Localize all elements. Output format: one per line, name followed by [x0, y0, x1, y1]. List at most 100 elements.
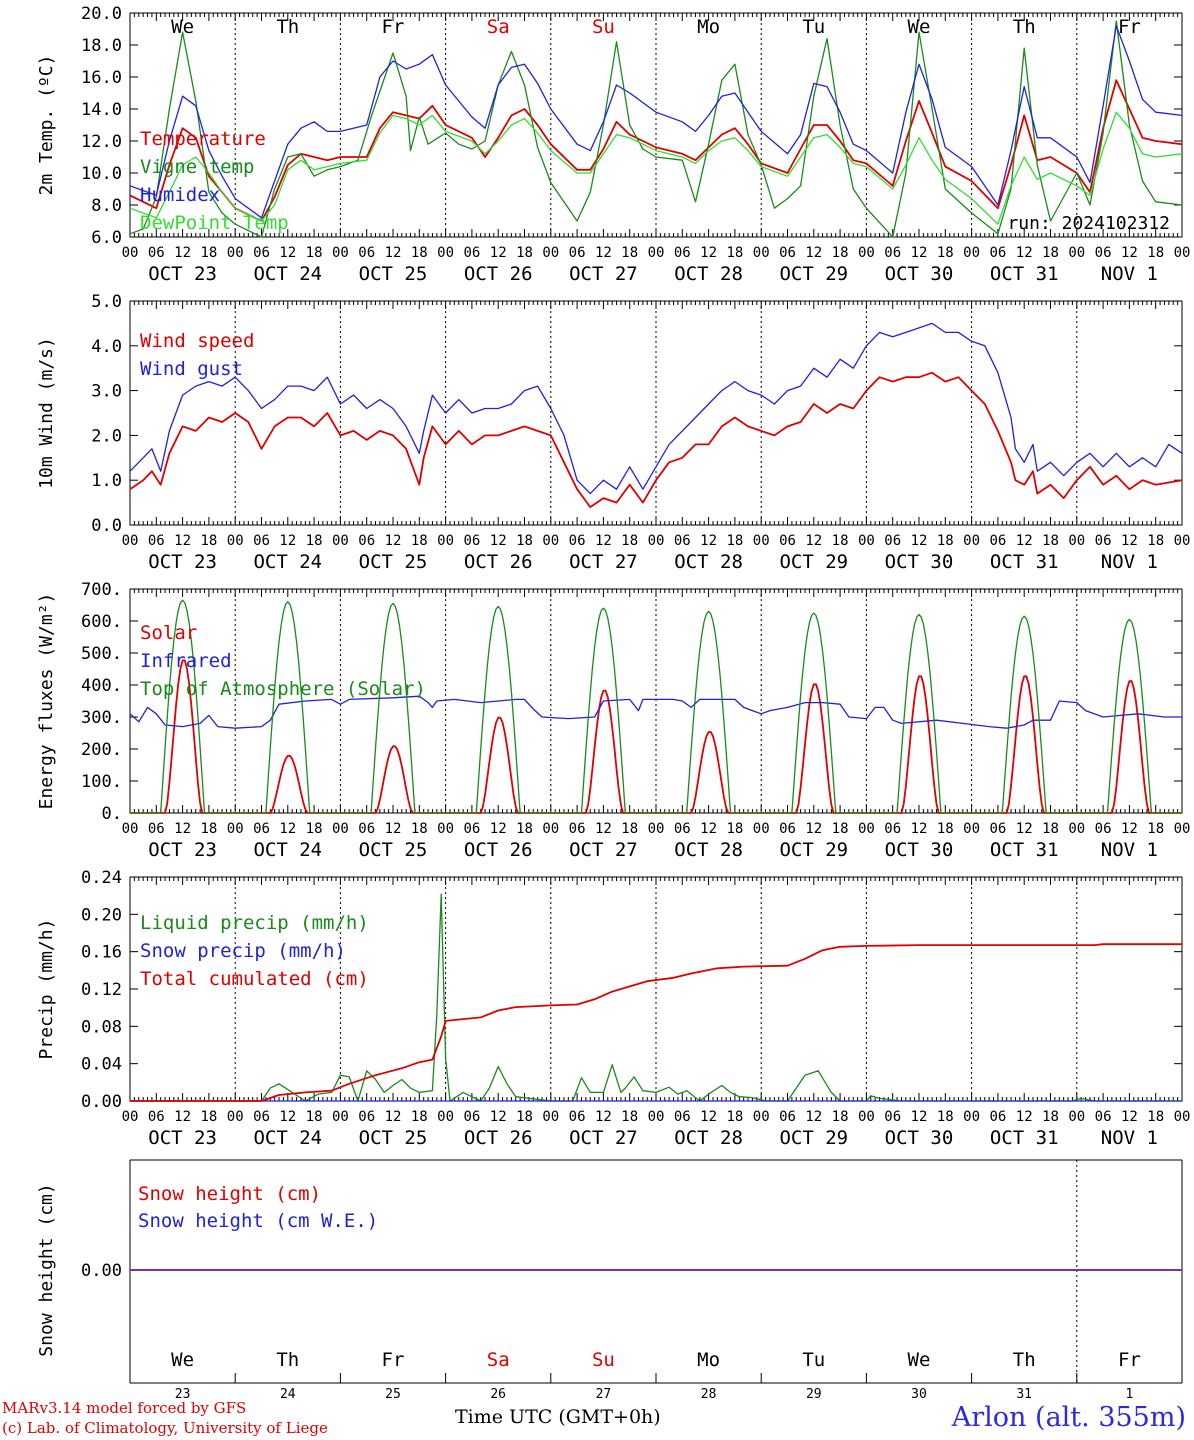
hour-tick-label: 18: [411, 1109, 428, 1125]
series-line: [130, 943, 1182, 1102]
y-tick-label: 10.0: [81, 164, 122, 184]
day-number: 26: [490, 1387, 506, 1402]
date-label: OCT 29: [779, 551, 848, 573]
hour-tick-label: 00: [858, 245, 875, 261]
hour-tick-label: 06: [463, 533, 480, 549]
hour-tick-label: 18: [200, 821, 217, 837]
legend-entry: DewPoint Temp: [140, 212, 289, 234]
hour-tick-label: 18: [411, 533, 428, 549]
hour-tick-label: 00: [648, 533, 665, 549]
legend-entry: Top of Atmosphere (Solar): [140, 678, 426, 700]
hour-tick-label: 06: [569, 533, 586, 549]
hour-tick-label: 06: [989, 821, 1006, 837]
hour-tick-label: 12: [174, 245, 191, 261]
legend-entry: Snow height (cm): [138, 1183, 321, 1205]
y-tick-label: 0.20: [81, 905, 122, 925]
hour-tick-label: 18: [1147, 821, 1164, 837]
hour-tick-label: 12: [174, 821, 191, 837]
hour-tick-label: 18: [306, 245, 323, 261]
y-tick-label: 0.24: [81, 868, 122, 888]
date-label: OCT 31: [990, 263, 1059, 285]
date-label: OCT 31: [990, 551, 1059, 573]
hour-tick-label: 18: [1042, 533, 1059, 549]
hour-tick-label: 00: [648, 245, 665, 261]
y-tick-label: 1.0: [91, 471, 122, 491]
hour-tick-label: 18: [200, 1109, 217, 1125]
day-number: 28: [701, 1387, 717, 1402]
hour-tick-label: 00: [122, 821, 139, 837]
hour-tick-label: 18: [1147, 533, 1164, 549]
day-number: 1: [1125, 1387, 1133, 1402]
y-tick-label: 300.: [81, 708, 122, 728]
day-name: Fr: [1118, 1349, 1141, 1371]
hour-tick-label: 06: [569, 821, 586, 837]
y-tick-label: 0.: [102, 804, 122, 824]
hour-tick-label: 06: [779, 245, 796, 261]
hour-tick-label: 18: [1042, 245, 1059, 261]
hour-tick-label: 06: [1095, 1109, 1112, 1125]
y-tick-label: 18.0: [81, 36, 122, 56]
hour-tick-label: 18: [621, 1109, 638, 1125]
y-tick-label: 0.00: [81, 1261, 122, 1281]
hour-tick-label: 18: [516, 245, 533, 261]
hour-tick-label: 00: [1174, 821, 1191, 837]
day-name: We: [908, 16, 931, 38]
y-tick-label: 8.0: [91, 196, 122, 216]
hour-tick-label: 12: [385, 821, 402, 837]
date-label: OCT 27: [569, 263, 638, 285]
hour-tick-label: 00: [648, 1109, 665, 1125]
hour-tick-label: 18: [1042, 821, 1059, 837]
hour-tick-label: 06: [989, 533, 1006, 549]
hour-tick-label: 12: [174, 1109, 191, 1125]
legend-entry: Total cumulated (cm): [140, 968, 369, 990]
panel-4-series: [130, 893, 1182, 1102]
hour-tick-label: 06: [884, 1109, 901, 1125]
date-label: OCT 26: [464, 839, 533, 861]
hour-tick-label: 18: [516, 1109, 533, 1125]
date-label: OCT 24: [253, 839, 322, 861]
panel-4-ylabel: Precip (mm/h): [36, 919, 57, 1060]
date-label: OCT 24: [253, 1127, 322, 1149]
day-name: Mo: [697, 1349, 720, 1371]
date-label: OCT 28: [674, 551, 743, 573]
hour-tick-label: 00: [1174, 533, 1191, 549]
hour-tick-label: 12: [700, 1109, 717, 1125]
hour-tick-label: 18: [306, 1109, 323, 1125]
hour-tick-label: 00: [227, 245, 244, 261]
hour-tick-label: 00: [858, 533, 875, 549]
series-line: [129, 111, 1183, 225]
panel-3-series: [129, 599, 1182, 814]
y-tick-label: 500.: [81, 644, 122, 664]
hour-tick-label: 12: [385, 533, 402, 549]
hour-tick-label: 06: [148, 821, 165, 837]
hour-tick-label: 06: [1095, 533, 1112, 549]
hour-tick-label: 12: [1121, 1109, 1138, 1125]
date-label: OCT 25: [359, 551, 428, 573]
hour-tick-label: 12: [805, 1109, 822, 1125]
panel-5-ylabel: Snow height (cm): [36, 1183, 57, 1356]
hour-tick-label: 12: [911, 245, 928, 261]
hour-tick-label: 18: [411, 821, 428, 837]
date-label: OCT 26: [464, 263, 533, 285]
hour-tick-label: 12: [911, 821, 928, 837]
y-tick-label: 14.0: [81, 100, 122, 120]
hour-tick-label: 12: [700, 245, 717, 261]
y-tick-label: 600.: [81, 612, 122, 632]
hour-tick-label: 12: [385, 245, 402, 261]
legend-entry: Wind speed: [140, 330, 254, 352]
run-label: run: 2024102312: [1007, 213, 1170, 234]
hour-tick-label: 00: [1068, 533, 1085, 549]
y-tick-label: 16.0: [81, 68, 122, 88]
hour-tick-label: 06: [253, 821, 270, 837]
date-label: NOV 1: [1101, 839, 1158, 861]
panel-2-series: [129, 322, 1183, 508]
hour-tick-label: 00: [332, 821, 349, 837]
panel-3-ylabel: Energy fluxes (W/m²): [36, 593, 57, 810]
hour-tick-label: 00: [227, 533, 244, 549]
date-label: OCT 26: [464, 551, 533, 573]
hour-tick-label: 00: [963, 245, 980, 261]
hour-tick-label: 00: [122, 245, 139, 261]
day-name: Sa: [487, 16, 510, 38]
hour-tick-label: 00: [1068, 821, 1085, 837]
y-tick-label: 0.00: [81, 1092, 122, 1112]
